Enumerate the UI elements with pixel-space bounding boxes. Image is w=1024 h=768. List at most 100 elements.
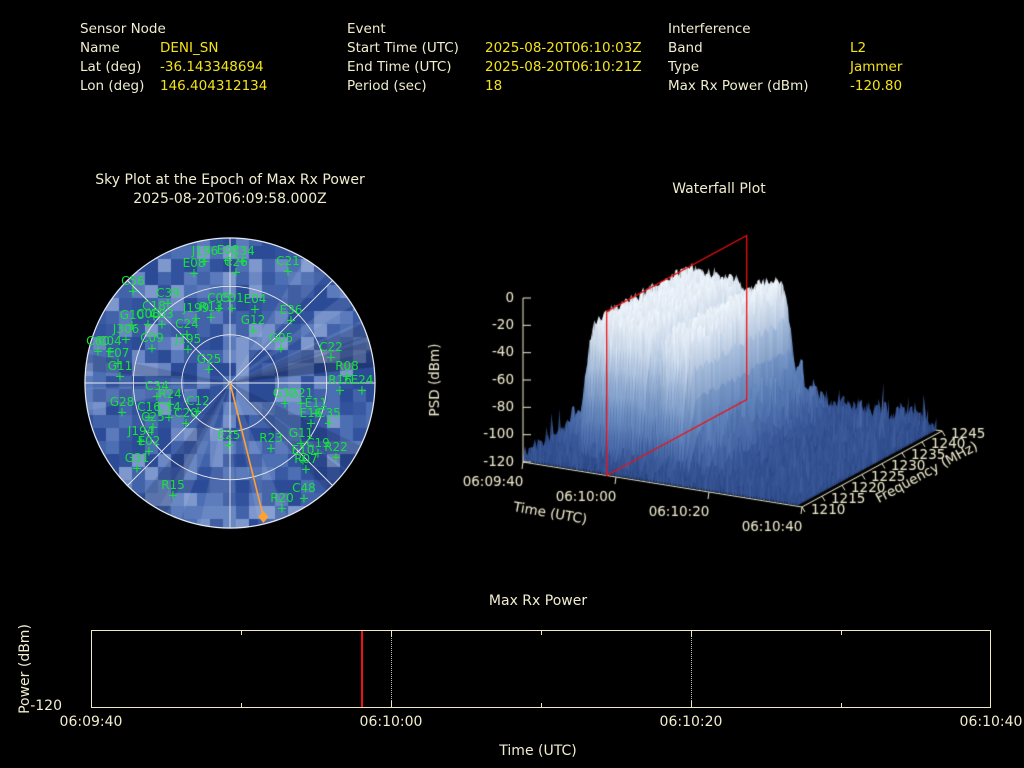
waterfall-title: Waterfall Plot [672, 181, 766, 197]
satellite-marker: + [199, 254, 211, 270]
satellite-marker: + [92, 344, 104, 360]
satellite-marker: + [334, 383, 346, 399]
satellite-marker: + [222, 253, 234, 269]
interference-power-value: -120.80 [850, 78, 903, 94]
gridline-dotted [391, 631, 392, 707]
satellite-label: R13 [199, 300, 223, 314]
satellite-label: C01 [220, 291, 244, 305]
satellite-marker: + [276, 501, 288, 517]
satellite-marker: + [126, 318, 138, 334]
satellite-label: E10 [291, 443, 315, 457]
satellite-marker: + [279, 396, 291, 412]
satellite-marker: + [275, 341, 287, 357]
satellite-marker: + [143, 444, 155, 460]
satellite-marker: + [163, 410, 175, 426]
interference-band-value: L2 [850, 40, 867, 56]
satellite-marker: + [148, 309, 160, 325]
satellite-label: G11 [107, 359, 133, 373]
event-end-value: 2025-08-20T06:10:21Z [485, 59, 642, 75]
sensor-lon-value: 146.404312134 [160, 78, 268, 94]
satellite-marker: + [323, 416, 335, 432]
satellite-label: C34 [231, 244, 255, 258]
satellite-label: C12 [186, 394, 210, 408]
satellite-marker: + [213, 301, 225, 317]
interference-panel: Interference Band L2 Type Jammer Max Rx Po… [668, 20, 902, 96]
satellite-label: C26 [224, 255, 248, 269]
panel-title-interference: Interference [668, 21, 751, 37]
field-label: Period (sec) [347, 78, 427, 94]
satellite-marker: + [120, 332, 132, 348]
satellite-label: C34 [145, 379, 169, 393]
satellite-marker: + [188, 266, 200, 282]
satellite-marker: + [190, 311, 202, 327]
satellite-label: G25 [196, 352, 222, 366]
axis-minor-tick [541, 631, 542, 635]
satellite-label: C60 [86, 334, 110, 348]
axis-minor-tick [241, 631, 242, 635]
satellite-marker: + [162, 296, 174, 312]
satellite-label: E24 [350, 373, 374, 387]
satellite-label: E36 [279, 303, 303, 317]
power-plot-title: Max Rx Power [488, 593, 588, 609]
axis-major-tick [691, 701, 692, 707]
satellite-label: E04 [243, 292, 267, 306]
event-period-value: 18 [485, 78, 503, 94]
satellite-label: C16 [137, 400, 161, 414]
satellite-label: C09 [140, 331, 164, 345]
satellite-marker: + [112, 356, 124, 372]
satellite-marker: + [127, 284, 139, 300]
satellite-label: G31 [124, 451, 150, 465]
satellite-marker: + [114, 369, 126, 385]
power-plot-xtick: 06:10:40 [959, 714, 1023, 730]
sky-plot-grid [84, 237, 376, 529]
satellite-marker: + [325, 350, 337, 366]
satellite-marker: + [146, 341, 158, 357]
event-panel: Event Start Time (UTC) 2025-08-20T06:10:0… [347, 20, 642, 96]
satellite-marker: + [104, 344, 116, 360]
satellite-label: C25 [141, 410, 165, 424]
panel-title-sensor: Sensor Node [80, 21, 166, 37]
satellite-label: C06 [136, 307, 160, 321]
satellite-label: R15 [161, 478, 185, 492]
satellite-label: J194 [127, 424, 155, 438]
field-label: Band [668, 40, 703, 56]
satellite-label: E16 [299, 406, 323, 420]
power-plot-xtick: 06:09:40 [59, 714, 123, 730]
satellite-marker: + [356, 383, 368, 399]
satellite-label: R16 [328, 373, 352, 387]
satellite-marker: + [312, 446, 324, 462]
sky-plot-title: Sky Plot at the Epoch of Max Rx Power [95, 172, 365, 188]
satellite-label: G10 [119, 308, 145, 322]
field-label: End Time (UTC) [347, 59, 452, 75]
satellite-marker: + [181, 327, 193, 343]
satellite-label: G11 [288, 426, 314, 440]
satellite-marker: + [305, 416, 317, 432]
satellite-marker: + [265, 441, 277, 457]
satellite-marker: + [282, 264, 294, 280]
field-label: Lon (deg) [80, 78, 145, 94]
event-marker-line [361, 631, 363, 707]
axis-major-tick [691, 631, 692, 637]
satellite-label: R20 [270, 491, 294, 505]
satellite-marker: + [135, 434, 147, 450]
power-plot-xtick: 06:10:00 [359, 714, 423, 730]
satellite-marker: + [297, 453, 309, 469]
satellite-label: R07 [294, 452, 318, 466]
satellite-label: E11 [304, 396, 328, 410]
satellite-label: J306 [112, 322, 140, 336]
satellite-marker: + [143, 410, 155, 426]
power-plot-ytick: -120 [30, 698, 62, 714]
satellite-marker: + [230, 265, 242, 281]
satellite-label: C05 [207, 291, 231, 305]
satellite-marker: + [341, 369, 353, 385]
satellite-label: R24 [158, 387, 182, 401]
axis-minor-tick [241, 703, 242, 707]
satellite-marker: + [295, 396, 307, 412]
satellite-label: E02 [137, 434, 161, 448]
satellite-label: E25 [217, 428, 241, 442]
field-label: Lat (deg) [80, 59, 142, 75]
satellite-label: C56 [121, 274, 145, 288]
satellite-label: R22 [324, 440, 348, 454]
satellite-label: J195 [174, 332, 202, 346]
